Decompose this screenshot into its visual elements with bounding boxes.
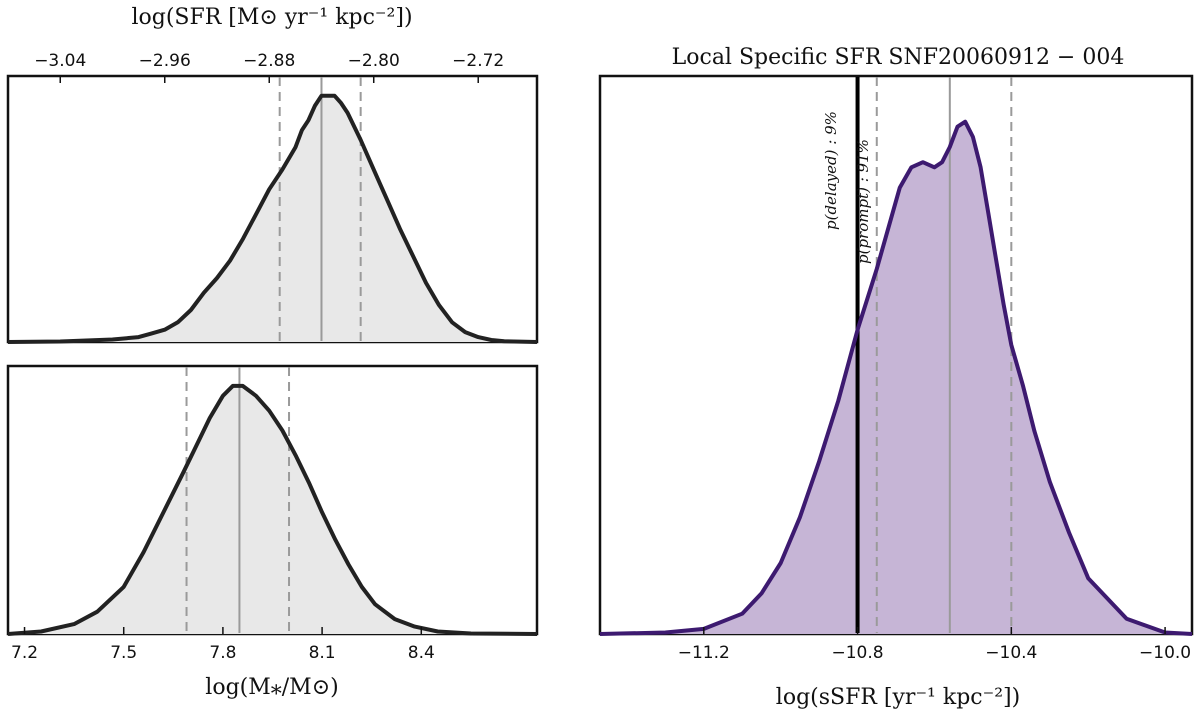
mass-tick-label: 7.2 bbox=[11, 643, 38, 663]
sfr-density-plot: −3.04 −2.96 −2.88 −2.80 −2.72 bbox=[7, 51, 538, 344]
ssfr-tick-label: −10.4 bbox=[985, 643, 1037, 663]
mass-tick-label: 8.1 bbox=[309, 643, 336, 663]
mass-tick-label: 7.5 bbox=[110, 643, 137, 663]
sfr-density-curve bbox=[7, 93, 538, 344]
sfr-tick-label: −2.80 bbox=[348, 51, 400, 71]
ssfr-density-plot: −11.2 −10.8 −10.4 −10.0 bbox=[599, 77, 1193, 663]
ssfr-density-fill bbox=[600, 121, 1192, 634]
ssfr-tick-label: −10.0 bbox=[1139, 643, 1191, 663]
mass-density-fill bbox=[8, 385, 537, 634]
sfr-tick-label: −2.88 bbox=[243, 51, 295, 71]
annotation-p-prompt: p(prompt) : 91% bbox=[854, 139, 872, 264]
ssfr-panel-title: Local Specific SFR SNF20060912 − 004 bbox=[672, 45, 1125, 70]
sfr-tick-label: −2.72 bbox=[452, 51, 504, 71]
ssfr-tick-label: −11.2 bbox=[678, 643, 730, 663]
ssfr-tick-label: −10.8 bbox=[832, 643, 884, 663]
sfr-axis-label: log(SFR [M⊙ yr⁻¹ kpc⁻²]) bbox=[131, 5, 412, 30]
mass-density-curve bbox=[7, 383, 538, 636]
sfr-tick-label: −2.96 bbox=[139, 51, 191, 71]
mass-tick-label: 7.8 bbox=[209, 643, 236, 663]
mass-density-plot: 7.2 7.5 7.8 8.1 8.4 bbox=[7, 367, 538, 663]
mass-tick-label: 8.4 bbox=[408, 643, 435, 663]
sfr-density-fill bbox=[8, 95, 537, 342]
sfr-tick-label: −3.04 bbox=[34, 51, 86, 71]
annotation-p-delayed: p(delayed) : 9% bbox=[822, 111, 840, 230]
ssfr-density-curve bbox=[599, 119, 1193, 636]
mass-axis-label: log(M⁎/M⊙) bbox=[205, 675, 338, 700]
ssfr-axis-label: log(sSFR [yr⁻¹ kpc⁻²]) bbox=[776, 685, 1020, 710]
